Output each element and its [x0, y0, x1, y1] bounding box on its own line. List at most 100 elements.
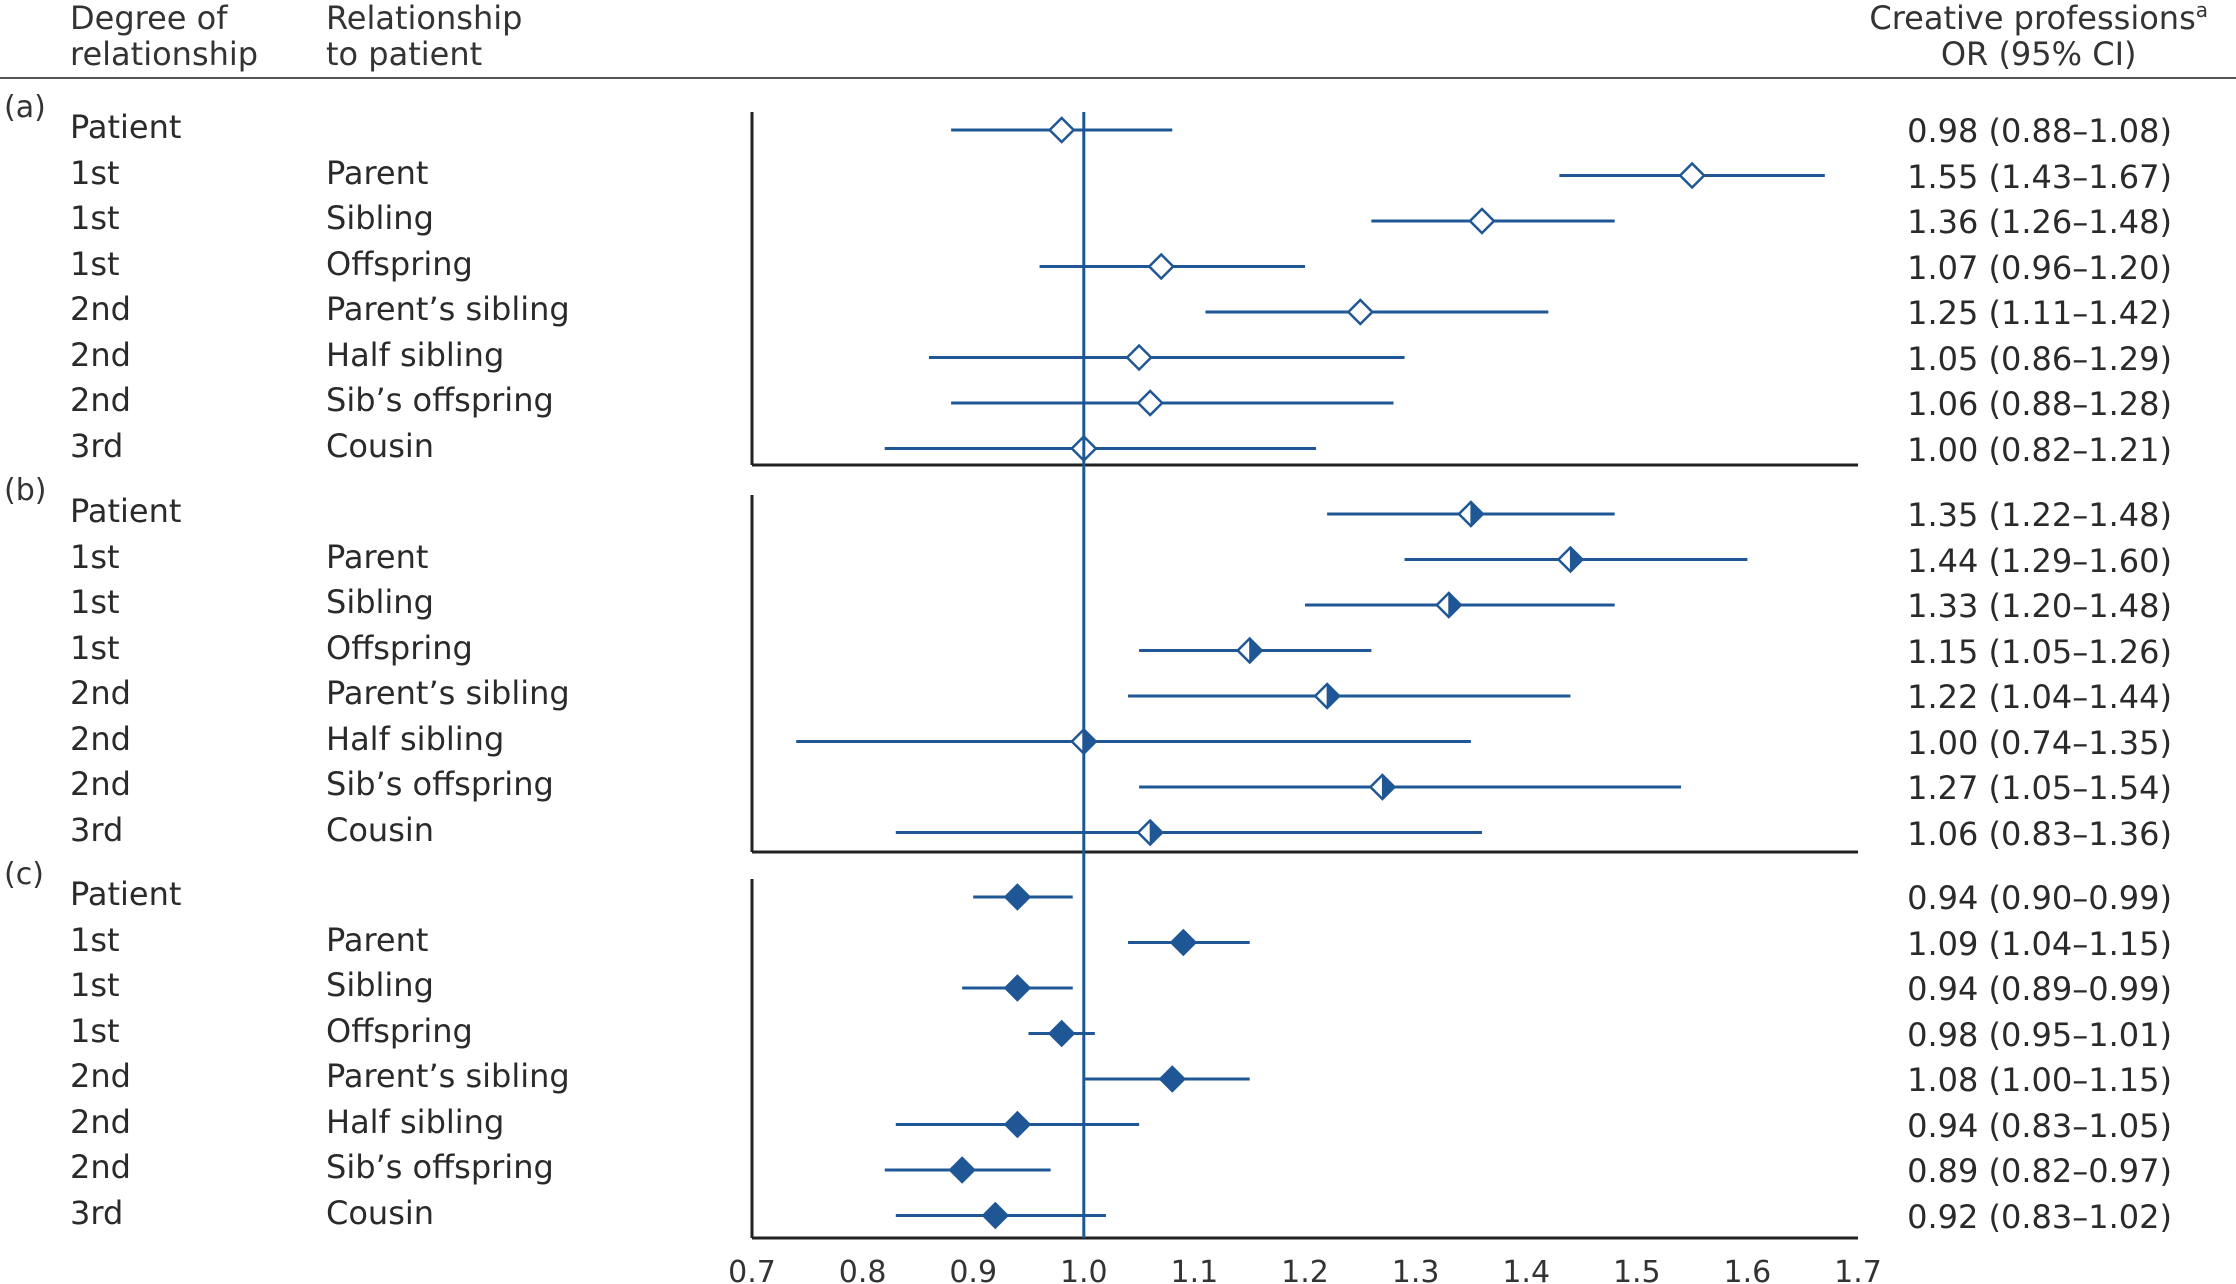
row-relationship: Parent’s sibling — [326, 290, 570, 328]
x-tick-label: 1.7 — [1834, 1255, 1882, 1284]
row-degree: 1st — [70, 537, 120, 576]
panel-label: (a) — [4, 90, 46, 125]
or-header-line2: OR (95% CI) — [1940, 35, 2137, 73]
row-degree: 2nd — [70, 1057, 131, 1095]
row-or-value: 1.00 (0.82–1.21) — [1907, 430, 2172, 469]
row-degree: 2nd — [70, 765, 131, 803]
relationship-header-line1: Relationship — [326, 0, 523, 37]
row-degree: 2nd — [70, 335, 131, 374]
x-tick-label: 1.3 — [1392, 1255, 1440, 1284]
row-degree: 3rd — [70, 810, 124, 849]
row-or-value: 1.33 (1.20–1.48) — [1907, 587, 2172, 625]
or-header-title: Creative professions — [1869, 0, 2196, 37]
row-or-value: 1.44 (1.29–1.60) — [1907, 541, 2172, 580]
row-degree: 1st — [70, 244, 120, 283]
row-or-value: 0.94 (0.83–1.05) — [1907, 1106, 2172, 1145]
estimate-marker — [981, 1201, 1010, 1230]
panel-label: (c) — [4, 857, 44, 892]
row-or-value: 1.25 (1.11–1.42) — [1907, 294, 2172, 332]
row-relationship: Offspring — [326, 628, 473, 667]
estimate-marker-half — [1149, 819, 1163, 846]
estimate-marker — [1468, 207, 1496, 235]
row-or-value: 1.06 (0.88–1.28) — [1907, 385, 2172, 423]
row-or-value: 1.07 (0.96–1.20) — [1907, 248, 2172, 287]
row-or-value: 0.94 (0.90–0.99) — [1907, 879, 2172, 917]
estimate-marker — [1678, 161, 1706, 190]
estimate-marker-half — [1381, 773, 1396, 801]
row-degree: 1st — [70, 628, 120, 667]
row-relationship: Sib’s offspring — [326, 765, 554, 803]
x-tick-label: 0.8 — [839, 1255, 887, 1284]
row-or-value: 1.36 (1.26–1.48) — [1907, 203, 2172, 241]
row-relationship: Half sibling — [326, 719, 505, 758]
row-relationship: Half sibling — [326, 1102, 505, 1141]
estimate-marker — [1169, 928, 1198, 957]
header-divider — [0, 77, 2236, 79]
estimate-marker — [948, 1156, 976, 1184]
x-tick-label: 0.9 — [949, 1255, 997, 1284]
row-degree: 1st — [70, 920, 120, 959]
row-or-value: 1.09 (1.04–1.15) — [1907, 924, 2172, 963]
row-relationship: Cousin — [326, 810, 435, 849]
row-relationship: Sibling — [326, 199, 434, 237]
panel-label: (b) — [4, 473, 47, 508]
row-or-value: 1.55 (1.43–1.67) — [1907, 157, 2172, 196]
row-degree: 1st — [70, 583, 120, 621]
row-or-value: 1.35 (1.22–1.48) — [1907, 496, 2172, 534]
row-or-value: 1.15 (1.05–1.26) — [1907, 632, 2172, 671]
row-or-value: 1.00 (0.74–1.35) — [1907, 723, 2172, 762]
row-degree: 2nd — [70, 674, 131, 712]
or-column-header: Creative professionsa OR (95% CI) — [1869, 0, 2208, 72]
row-relationship: Offspring — [326, 244, 473, 283]
estimate-marker — [1003, 883, 1032, 911]
row-or-value: 1.06 (0.83–1.36) — [1907, 814, 2172, 853]
row-relationship: Sibling — [326, 583, 434, 621]
row-degree: 2nd — [70, 719, 131, 758]
estimate-marker — [1158, 1065, 1187, 1093]
row-degree: 1st — [70, 199, 120, 237]
row-relationship: Parent — [326, 920, 429, 959]
row-degree: 2nd — [70, 290, 131, 328]
x-tick-label: 1.0 — [1060, 1255, 1108, 1284]
x-tick-label: 1.2 — [1281, 1255, 1329, 1284]
x-tick-label: 1.1 — [1171, 1255, 1219, 1284]
row-or-value: 1.27 (1.05–1.54) — [1907, 769, 2172, 807]
row-degree: Patient — [70, 108, 182, 146]
row-relationship: Parent’s sibling — [326, 1057, 570, 1095]
estimate-marker — [1136, 389, 1164, 417]
row-or-value: 1.05 (0.86–1.29) — [1907, 339, 2172, 378]
estimate-marker — [1125, 343, 1153, 372]
relationship-column-header: Relationship to patient — [326, 0, 522, 72]
row-relationship: Sib’s offspring — [326, 1148, 554, 1186]
row-degree: 3rd — [70, 1193, 124, 1232]
estimate-marker-half — [1448, 591, 1462, 619]
estimate-marker — [1147, 252, 1175, 281]
row-degree: 1st — [70, 153, 120, 192]
x-tick-label: 1.6 — [1724, 1255, 1772, 1284]
row-or-value: 0.92 (0.83–1.02) — [1907, 1197, 2172, 1236]
estimate-marker-half — [1083, 728, 1097, 755]
row-degree: Patient — [70, 492, 182, 530]
estimate-marker-half — [1470, 500, 1484, 528]
x-tick-label: 1.4 — [1502, 1255, 1550, 1284]
row-or-value: 0.98 (0.88–1.08) — [1907, 112, 2172, 150]
row-or-value: 0.98 (0.95–1.01) — [1907, 1015, 2172, 1054]
row-relationship: Parent’s sibling — [326, 674, 570, 712]
or-header-footnote-mark: a — [2195, 0, 2208, 22]
row-relationship: Cousin — [326, 1193, 435, 1232]
x-tick-label: 0.7 — [728, 1255, 776, 1284]
row-degree: 1st — [70, 1011, 120, 1050]
row-degree: 3rd — [70, 426, 124, 465]
row-degree: Patient — [70, 875, 182, 913]
row-degree: 2nd — [70, 1148, 131, 1186]
estimate-marker — [1003, 974, 1032, 1002]
degree-header-line1: Degree of — [70, 0, 228, 37]
row-degree: 1st — [70, 966, 120, 1004]
row-relationship: Parent — [326, 153, 429, 192]
estimate-marker-half — [1249, 637, 1263, 664]
or-header-line1: Creative professionsa — [1869, 0, 2208, 36]
relationship-header-line2: to patient — [326, 35, 483, 73]
estimate-marker — [1346, 298, 1375, 326]
estimate-marker-half — [1326, 682, 1340, 710]
degree-column-header: Degree of relationship — [70, 0, 258, 72]
